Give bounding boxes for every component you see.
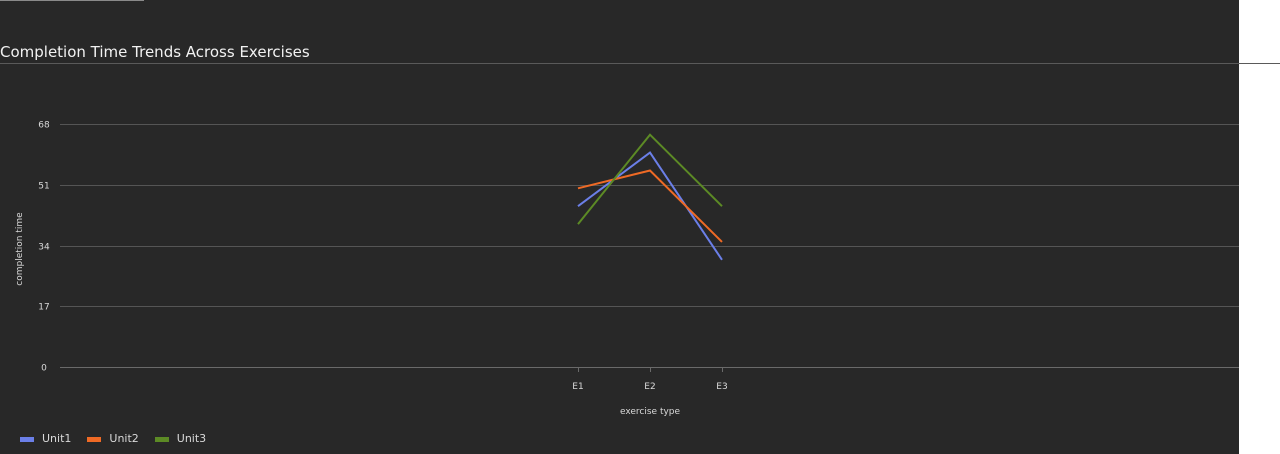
y-tick-label: 51	[38, 182, 49, 192]
legend-item-unit2[interactable]: Unit2	[87, 432, 139, 446]
y-tick-label: 17	[38, 303, 49, 313]
legend-swatch	[87, 436, 102, 442]
x-tick-label: E1	[572, 382, 583, 392]
legend-item-unit3[interactable]: Unit3	[154, 432, 207, 446]
x-tick-label: E3	[716, 382, 727, 392]
series-line-unit3[interactable]	[577, 133, 723, 225]
tab-indicator	[0, 0, 144, 1]
series-line-unit1[interactable]	[577, 151, 723, 261]
series-lines	[577, 133, 723, 261]
y-axis-label: completion time	[15, 212, 25, 286]
chart-panel: Completion Time Trends Across Exercises …	[0, 0, 1239, 454]
grid-lines	[60, 124, 1239, 368]
legend-swatch	[20, 436, 34, 442]
series-line-unit2[interactable]	[577, 169, 723, 243]
y-axis-ticks: 0 17 34 51 68	[38, 121, 50, 374]
x-axis-ticks: E1 E2 E3	[572, 367, 728, 392]
line-chart: 0 17 34 51 68 E1 E2 E3 completion time exercis…	[15, 121, 1239, 417]
legend-item-unit1[interactable]: Unit1	[20, 432, 71, 446]
legend-label: Unit1	[42, 432, 72, 445]
y-tick-label: 34	[38, 243, 50, 253]
legend-label: Unit2	[109, 432, 139, 445]
legend-label: Unit3	[176, 432, 207, 445]
chart-title: Completion Time Trends Across Exercises	[0, 43, 310, 61]
x-axis-label: exercise type	[620, 407, 681, 417]
y-tick-label: 68	[38, 121, 50, 131]
x-tick-label: E2	[644, 382, 655, 392]
title-divider	[0, 63, 1280, 64]
legend: Unit1 Unit2 Unit3	[20, 431, 206, 447]
y-tick-label: 0	[41, 364, 47, 374]
legend-swatch	[154, 436, 169, 442]
